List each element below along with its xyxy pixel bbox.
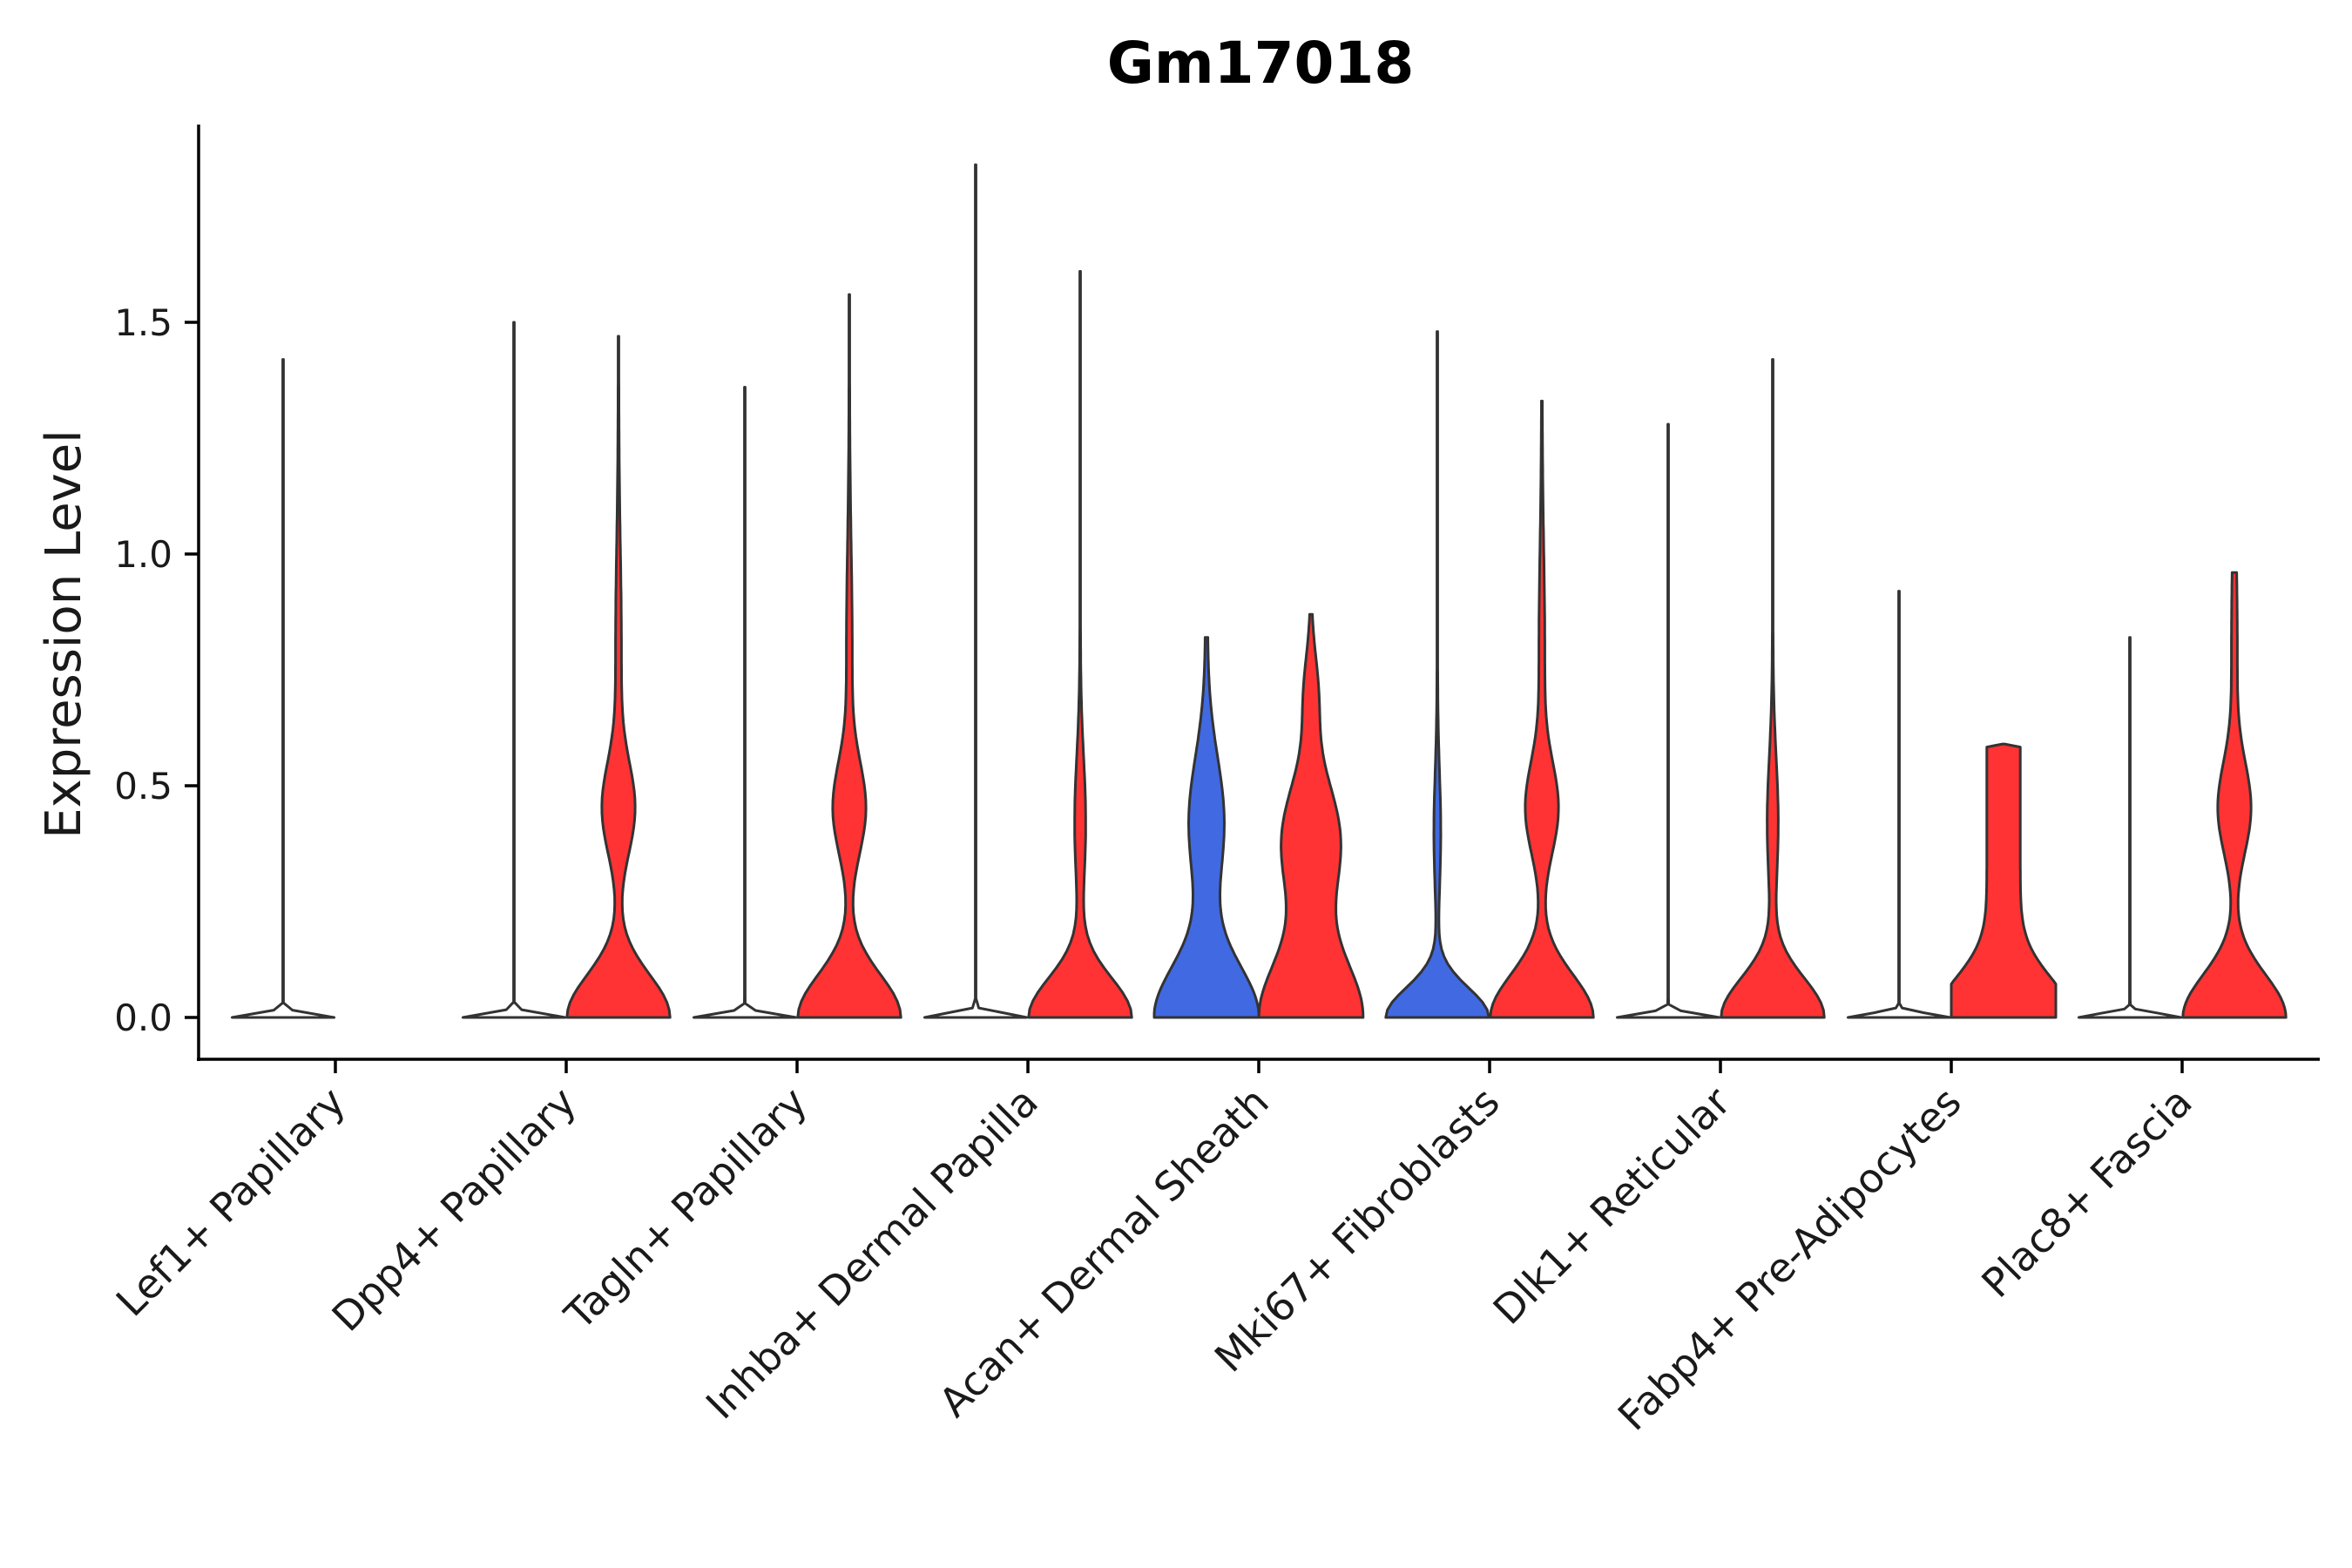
violin-condition_b-2 — [565, 335, 672, 1019]
violin-condition_a-7 — [1615, 422, 1721, 1019]
violin-condition_b-4 — [1027, 270, 1133, 1019]
violin-condition_a-4 — [923, 163, 1029, 1019]
violin-condition_a-3 — [692, 386, 798, 1019]
y-tick-label: 0.0 — [114, 997, 172, 1039]
violin-condition_b-5 — [1257, 612, 1365, 1019]
x-tick-label: Dpp4+ Papillary — [323, 1078, 585, 1341]
x-tick-label: Lef1+ Papillary — [107, 1078, 355, 1326]
violin-condition_a-6 — [1384, 330, 1490, 1019]
violin-condition_b-8 — [1950, 742, 2058, 1019]
violin-condition_b-9 — [2181, 571, 2288, 1019]
y-axis-label: Expression Level — [36, 429, 92, 839]
plot-area — [230, 163, 2288, 1019]
y-tick-label: 1.0 — [114, 533, 172, 576]
y-tick-label: 1.5 — [114, 301, 172, 344]
x-tick-label: Plac8+ Fascia — [1972, 1078, 2200, 1307]
x-tick-label: Tagln+ Papillary — [555, 1078, 816, 1340]
violin-condition_a-9 — [2077, 636, 2183, 1019]
x-tick-label: Dlk1+ Reticular — [1484, 1078, 1740, 1334]
violin-condition_a-8 — [1846, 590, 1952, 1019]
violin-condition_a-5 — [1152, 636, 1260, 1019]
violin-condition_a-2 — [461, 321, 567, 1019]
chart-title: Gm17018 — [1107, 30, 1415, 97]
violin-condition_b-7 — [1720, 358, 1826, 1019]
violin-condition_a-1 — [230, 358, 336, 1019]
violin-condition_b-3 — [796, 293, 902, 1019]
violin-condition_b-6 — [1489, 399, 1595, 1019]
y-tick-label: 0.5 — [114, 765, 172, 808]
